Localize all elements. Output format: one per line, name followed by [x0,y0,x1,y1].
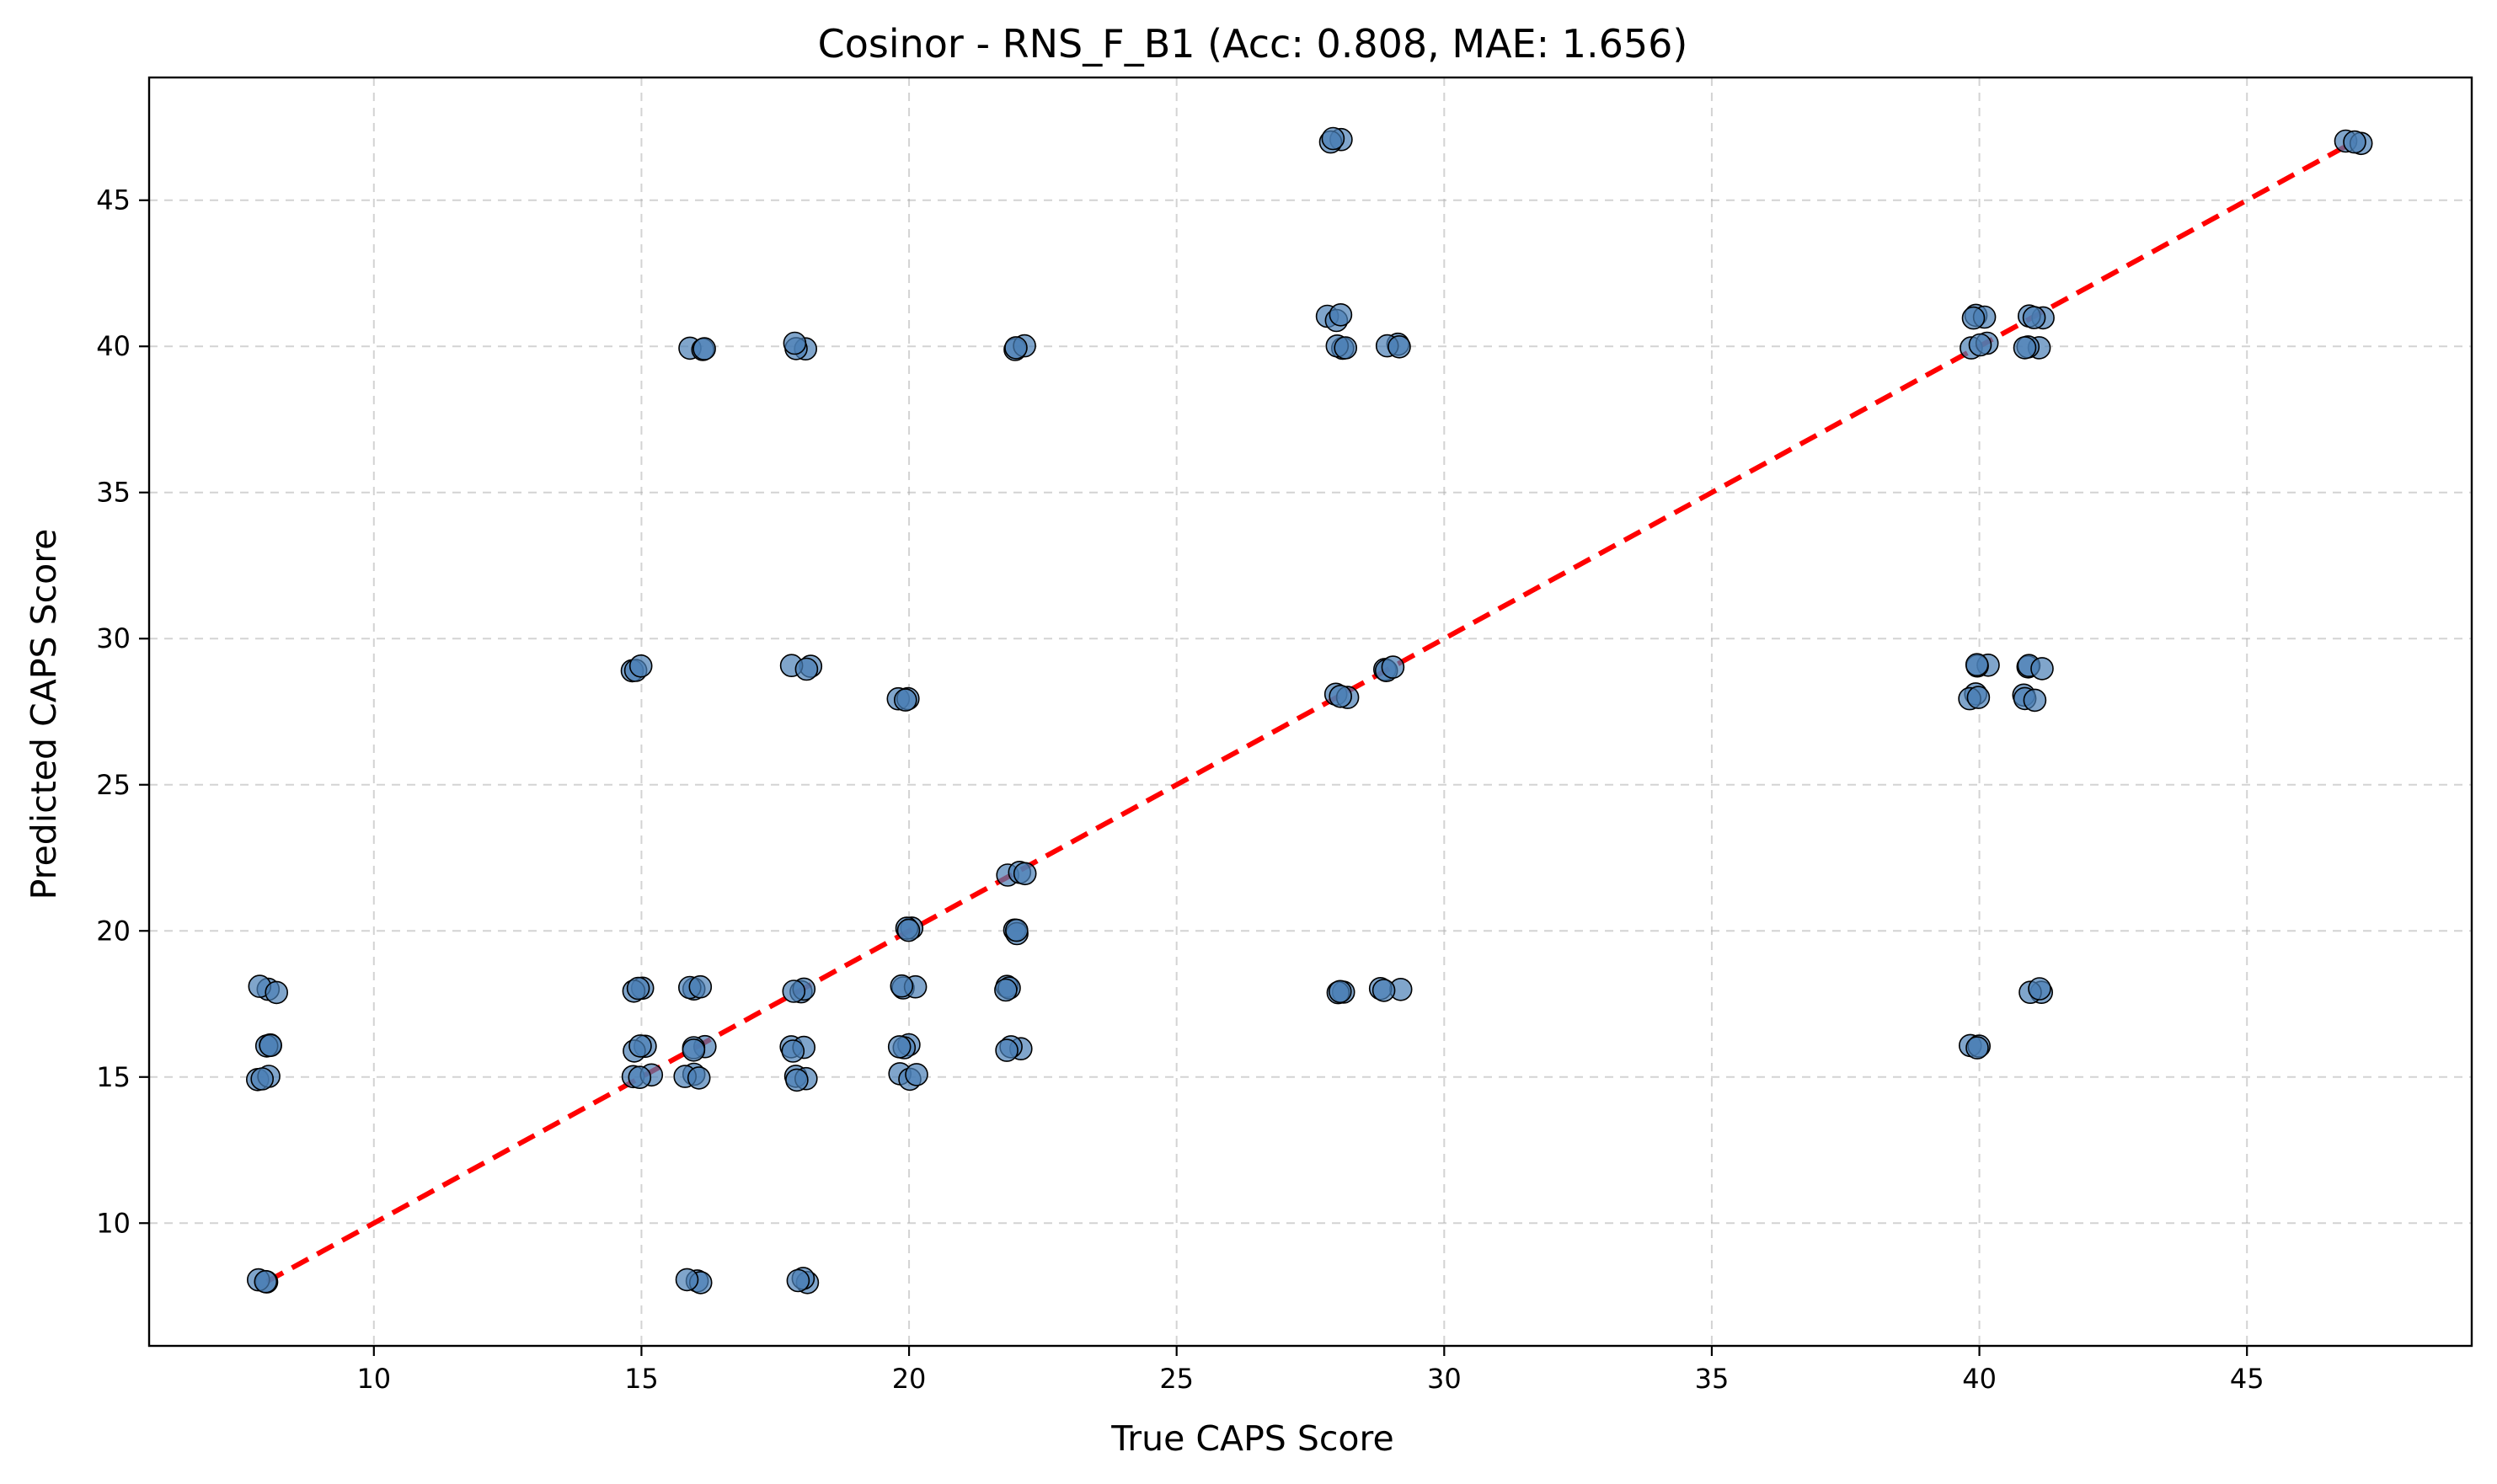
data-point [259,1033,283,1058]
data-point [2013,336,2037,360]
data-point [781,1039,805,1063]
data-point [1961,306,1986,330]
data-point [783,331,807,355]
data-point [1321,126,1345,151]
data-points [245,126,2373,1294]
y-tick-label: 45 [96,184,131,216]
x-axis-ticks: 10 15 20 25 30 35 40 45 [356,1346,2264,1395]
data-point [250,1067,275,1091]
data-point [1013,862,1037,886]
data-point [1329,302,1353,327]
data-point [1388,334,1411,359]
data-point [692,337,716,360]
y-tick-label: 35 [96,477,131,509]
x-tick-label: 45 [2230,1363,2264,1395]
data-point [628,654,653,678]
y-tick-label: 20 [96,915,131,947]
data-point [905,1063,928,1086]
x-tick-label: 25 [1159,1363,1194,1395]
data-point [782,980,806,1003]
y-tick-label: 15 [96,1061,131,1093]
data-point [2343,130,2366,154]
x-tick-label: 35 [1695,1363,1730,1395]
data-point [2030,657,2054,681]
data-point [1334,336,1357,360]
data-point [1329,980,1352,1004]
grid [149,77,2472,1346]
x-tick-label: 15 [624,1363,659,1395]
data-point [682,1038,706,1062]
data-point [1005,918,1029,942]
y-axis-label: Predicted CAPS Score [24,529,64,900]
reference-line [265,139,2355,1284]
data-point [1004,336,1028,360]
x-tick-label: 40 [1962,1363,1997,1395]
data-point [894,688,917,712]
data-point [2028,977,2051,1001]
x-tick-label: 30 [1427,1363,1462,1395]
data-point [254,1269,278,1294]
x-tick-label: 20 [892,1363,927,1395]
data-point [1965,653,1989,677]
y-tick-label: 30 [96,622,131,654]
data-point [2022,306,2046,329]
data-point [1968,333,1992,357]
reference-line-layer [265,139,2355,1284]
data-point [995,1038,1019,1062]
data-point [1371,979,1396,1002]
data-point [675,1268,699,1292]
data-point [887,1035,912,1059]
data-point [994,978,1018,1002]
x-axis-label: True CAPS Score [1110,1418,1393,1459]
data-point [628,1065,652,1089]
data-point [896,918,921,942]
y-tick-label: 10 [96,1207,131,1239]
data-point [265,980,289,1005]
data-point [1329,684,1352,708]
x-tick-label: 10 [356,1363,391,1395]
data-point [1381,655,1405,679]
data-point [794,657,819,681]
y-axis-ticks: 10 15 20 25 30 35 40 45 [96,184,149,1239]
plot-frame [147,76,2473,1348]
data-point [890,974,914,998]
y-tick-label: 25 [96,769,131,801]
data-point [628,1034,652,1058]
data-point [785,1068,809,1092]
data-point [786,1268,810,1293]
data-point [1966,686,1991,709]
data-point [2023,688,2047,713]
data-point [687,1066,711,1090]
data-point [688,974,713,999]
y-tick-label: 40 [96,330,131,362]
data-point [626,976,650,1001]
chart-title: Cosinor - RNS_F_B1 (Acc: 0.808, MAE: 1.6… [818,21,1688,67]
data-point [1965,1036,1989,1060]
